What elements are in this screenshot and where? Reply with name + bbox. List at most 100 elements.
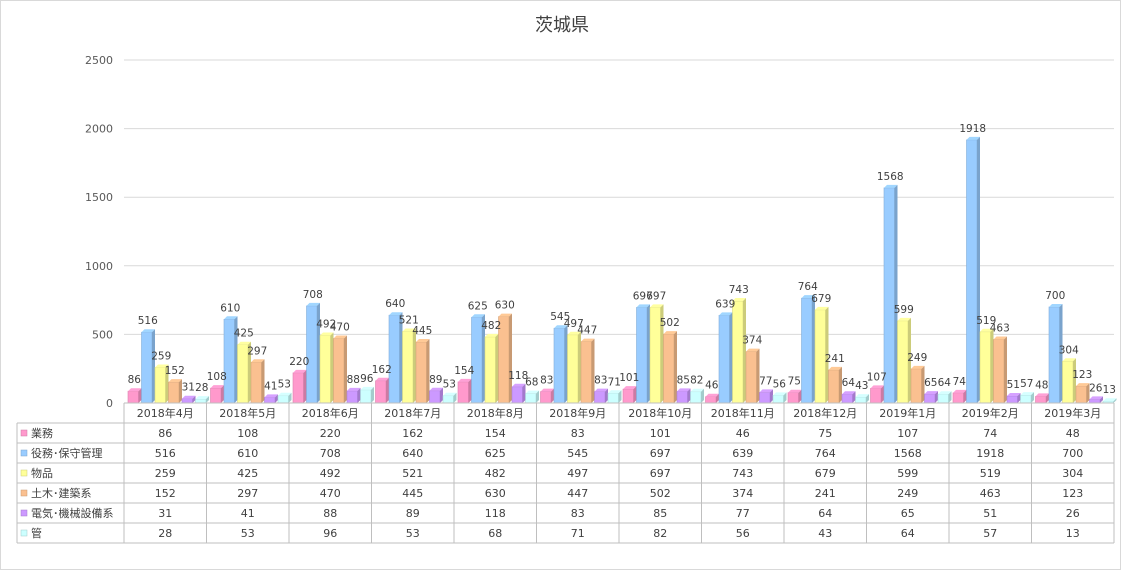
data-label: 64 bbox=[842, 377, 856, 389]
data-label: 152 bbox=[165, 365, 185, 377]
bar-top bbox=[884, 184, 898, 188]
bar-top bbox=[623, 386, 637, 390]
data-label: 108 bbox=[207, 371, 227, 383]
bar-3 bbox=[402, 331, 414, 404]
table-cell: 82 bbox=[653, 527, 667, 540]
table-cell: 86 bbox=[158, 427, 172, 440]
bar-top bbox=[458, 378, 472, 382]
bar-1 bbox=[622, 388, 634, 404]
data-label: 107 bbox=[867, 371, 887, 383]
bar-top bbox=[815, 306, 829, 310]
bar-top bbox=[402, 328, 416, 332]
legend-label: 土木･建築系 bbox=[31, 486, 92, 500]
legend-swatch bbox=[20, 489, 28, 497]
table-cell: 599 bbox=[897, 467, 918, 480]
bar-top bbox=[347, 387, 361, 391]
table-cell: 610 bbox=[237, 447, 258, 460]
table-cell: 53 bbox=[406, 527, 420, 540]
data-label: 492 bbox=[316, 318, 336, 330]
data-label: 297 bbox=[247, 345, 267, 357]
data-label: 77 bbox=[759, 375, 772, 387]
bar-6 bbox=[937, 393, 949, 404]
table-cell: 304 bbox=[1062, 467, 1083, 480]
bar-side bbox=[990, 328, 994, 403]
bar-top bbox=[855, 394, 869, 398]
data-label: 697 bbox=[633, 290, 653, 302]
table-cell: 259 bbox=[155, 467, 176, 480]
bar-3 bbox=[319, 335, 331, 404]
bar-top bbox=[842, 391, 856, 395]
table-cell: 51 bbox=[983, 507, 997, 520]
bar-3 bbox=[567, 334, 579, 404]
table-cell: 425 bbox=[237, 467, 258, 480]
bar-6 bbox=[360, 389, 372, 404]
bar-5 bbox=[1006, 395, 1018, 404]
legend-label: 役務･保守管理 bbox=[31, 446, 103, 460]
bar-1 bbox=[375, 380, 387, 404]
bar-4 bbox=[993, 339, 1005, 404]
bar-top bbox=[389, 312, 403, 316]
bar-5 bbox=[841, 393, 853, 404]
data-label: 46 bbox=[705, 380, 719, 392]
table-cell: 152 bbox=[155, 487, 176, 500]
bar-top bbox=[293, 369, 307, 373]
bar-1 bbox=[127, 390, 139, 404]
bar-top bbox=[828, 366, 842, 370]
table-cell: 118 bbox=[485, 507, 506, 520]
data-label: 75 bbox=[788, 376, 801, 388]
table-cell: 26 bbox=[1066, 507, 1080, 520]
bar-4 bbox=[663, 333, 675, 404]
table-cell: 697 bbox=[650, 467, 671, 480]
table-cell: 65 bbox=[901, 507, 915, 520]
legend-swatch bbox=[20, 529, 28, 537]
table-cell: 679 bbox=[815, 467, 836, 480]
table-cell: 764 bbox=[815, 447, 836, 460]
bar-3 bbox=[732, 300, 744, 404]
bar-top bbox=[251, 359, 265, 363]
bar-side bbox=[192, 395, 196, 403]
bar-6 bbox=[1020, 394, 1032, 404]
table-cell: 57 bbox=[983, 527, 997, 540]
y-tick-label: 1500 bbox=[85, 191, 113, 204]
bar-side bbox=[1004, 336, 1007, 403]
table-cell: 74 bbox=[983, 427, 997, 440]
table-cell: 447 bbox=[567, 487, 588, 500]
data-label: 700 bbox=[1045, 290, 1065, 302]
data-label: 43 bbox=[855, 380, 868, 392]
data-label: 241 bbox=[825, 353, 845, 365]
table-cell: 470 bbox=[320, 487, 341, 500]
x-tick-label: 2019年2月 bbox=[962, 406, 1019, 420]
bar-side bbox=[371, 386, 374, 403]
data-label: 482 bbox=[481, 320, 501, 332]
x-tick-label: 2018年4月 bbox=[137, 406, 194, 420]
table-cell: 519 bbox=[980, 467, 1001, 480]
bar-side bbox=[687, 388, 691, 403]
bar-side bbox=[977, 136, 980, 403]
data-label: 1568 bbox=[877, 171, 904, 183]
table-cell: 83 bbox=[571, 427, 585, 440]
bar-top bbox=[1103, 398, 1117, 402]
data-label: 516 bbox=[138, 315, 158, 327]
bar-side bbox=[234, 316, 238, 403]
data-label: 599 bbox=[894, 304, 914, 316]
bar-top bbox=[677, 388, 691, 392]
x-tick-label: 2018年12月 bbox=[793, 406, 857, 420]
data-label: 89 bbox=[429, 374, 442, 386]
data-label: 65 bbox=[924, 377, 937, 389]
bar-top bbox=[128, 388, 142, 392]
bar-top bbox=[306, 302, 320, 306]
x-tick-label: 2018年5月 bbox=[219, 406, 276, 420]
data-label: 630 bbox=[495, 300, 515, 312]
data-label: 31 bbox=[182, 382, 195, 394]
bar-top bbox=[924, 391, 938, 395]
bar-top bbox=[719, 312, 733, 316]
data-label: 470 bbox=[330, 322, 350, 334]
table-cell: 48 bbox=[1066, 427, 1080, 440]
table-cell: 75 bbox=[818, 427, 832, 440]
bar-5 bbox=[759, 392, 771, 404]
data-label: 53 bbox=[443, 379, 456, 391]
bar-side bbox=[935, 391, 938, 403]
bar-top bbox=[182, 395, 196, 399]
table-cell: 249 bbox=[897, 487, 918, 500]
